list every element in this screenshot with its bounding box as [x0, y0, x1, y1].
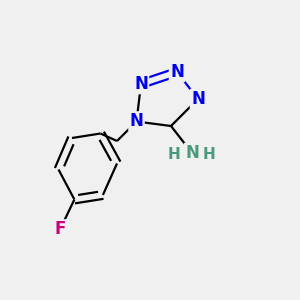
Text: N: N — [185, 144, 199, 162]
Text: N: N — [130, 112, 143, 130]
Text: F: F — [54, 220, 66, 238]
Text: N: N — [134, 75, 148, 93]
Text: H: H — [202, 147, 215, 162]
Text: N: N — [170, 63, 184, 81]
Text: H: H — [168, 147, 180, 162]
Text: N: N — [191, 90, 205, 108]
